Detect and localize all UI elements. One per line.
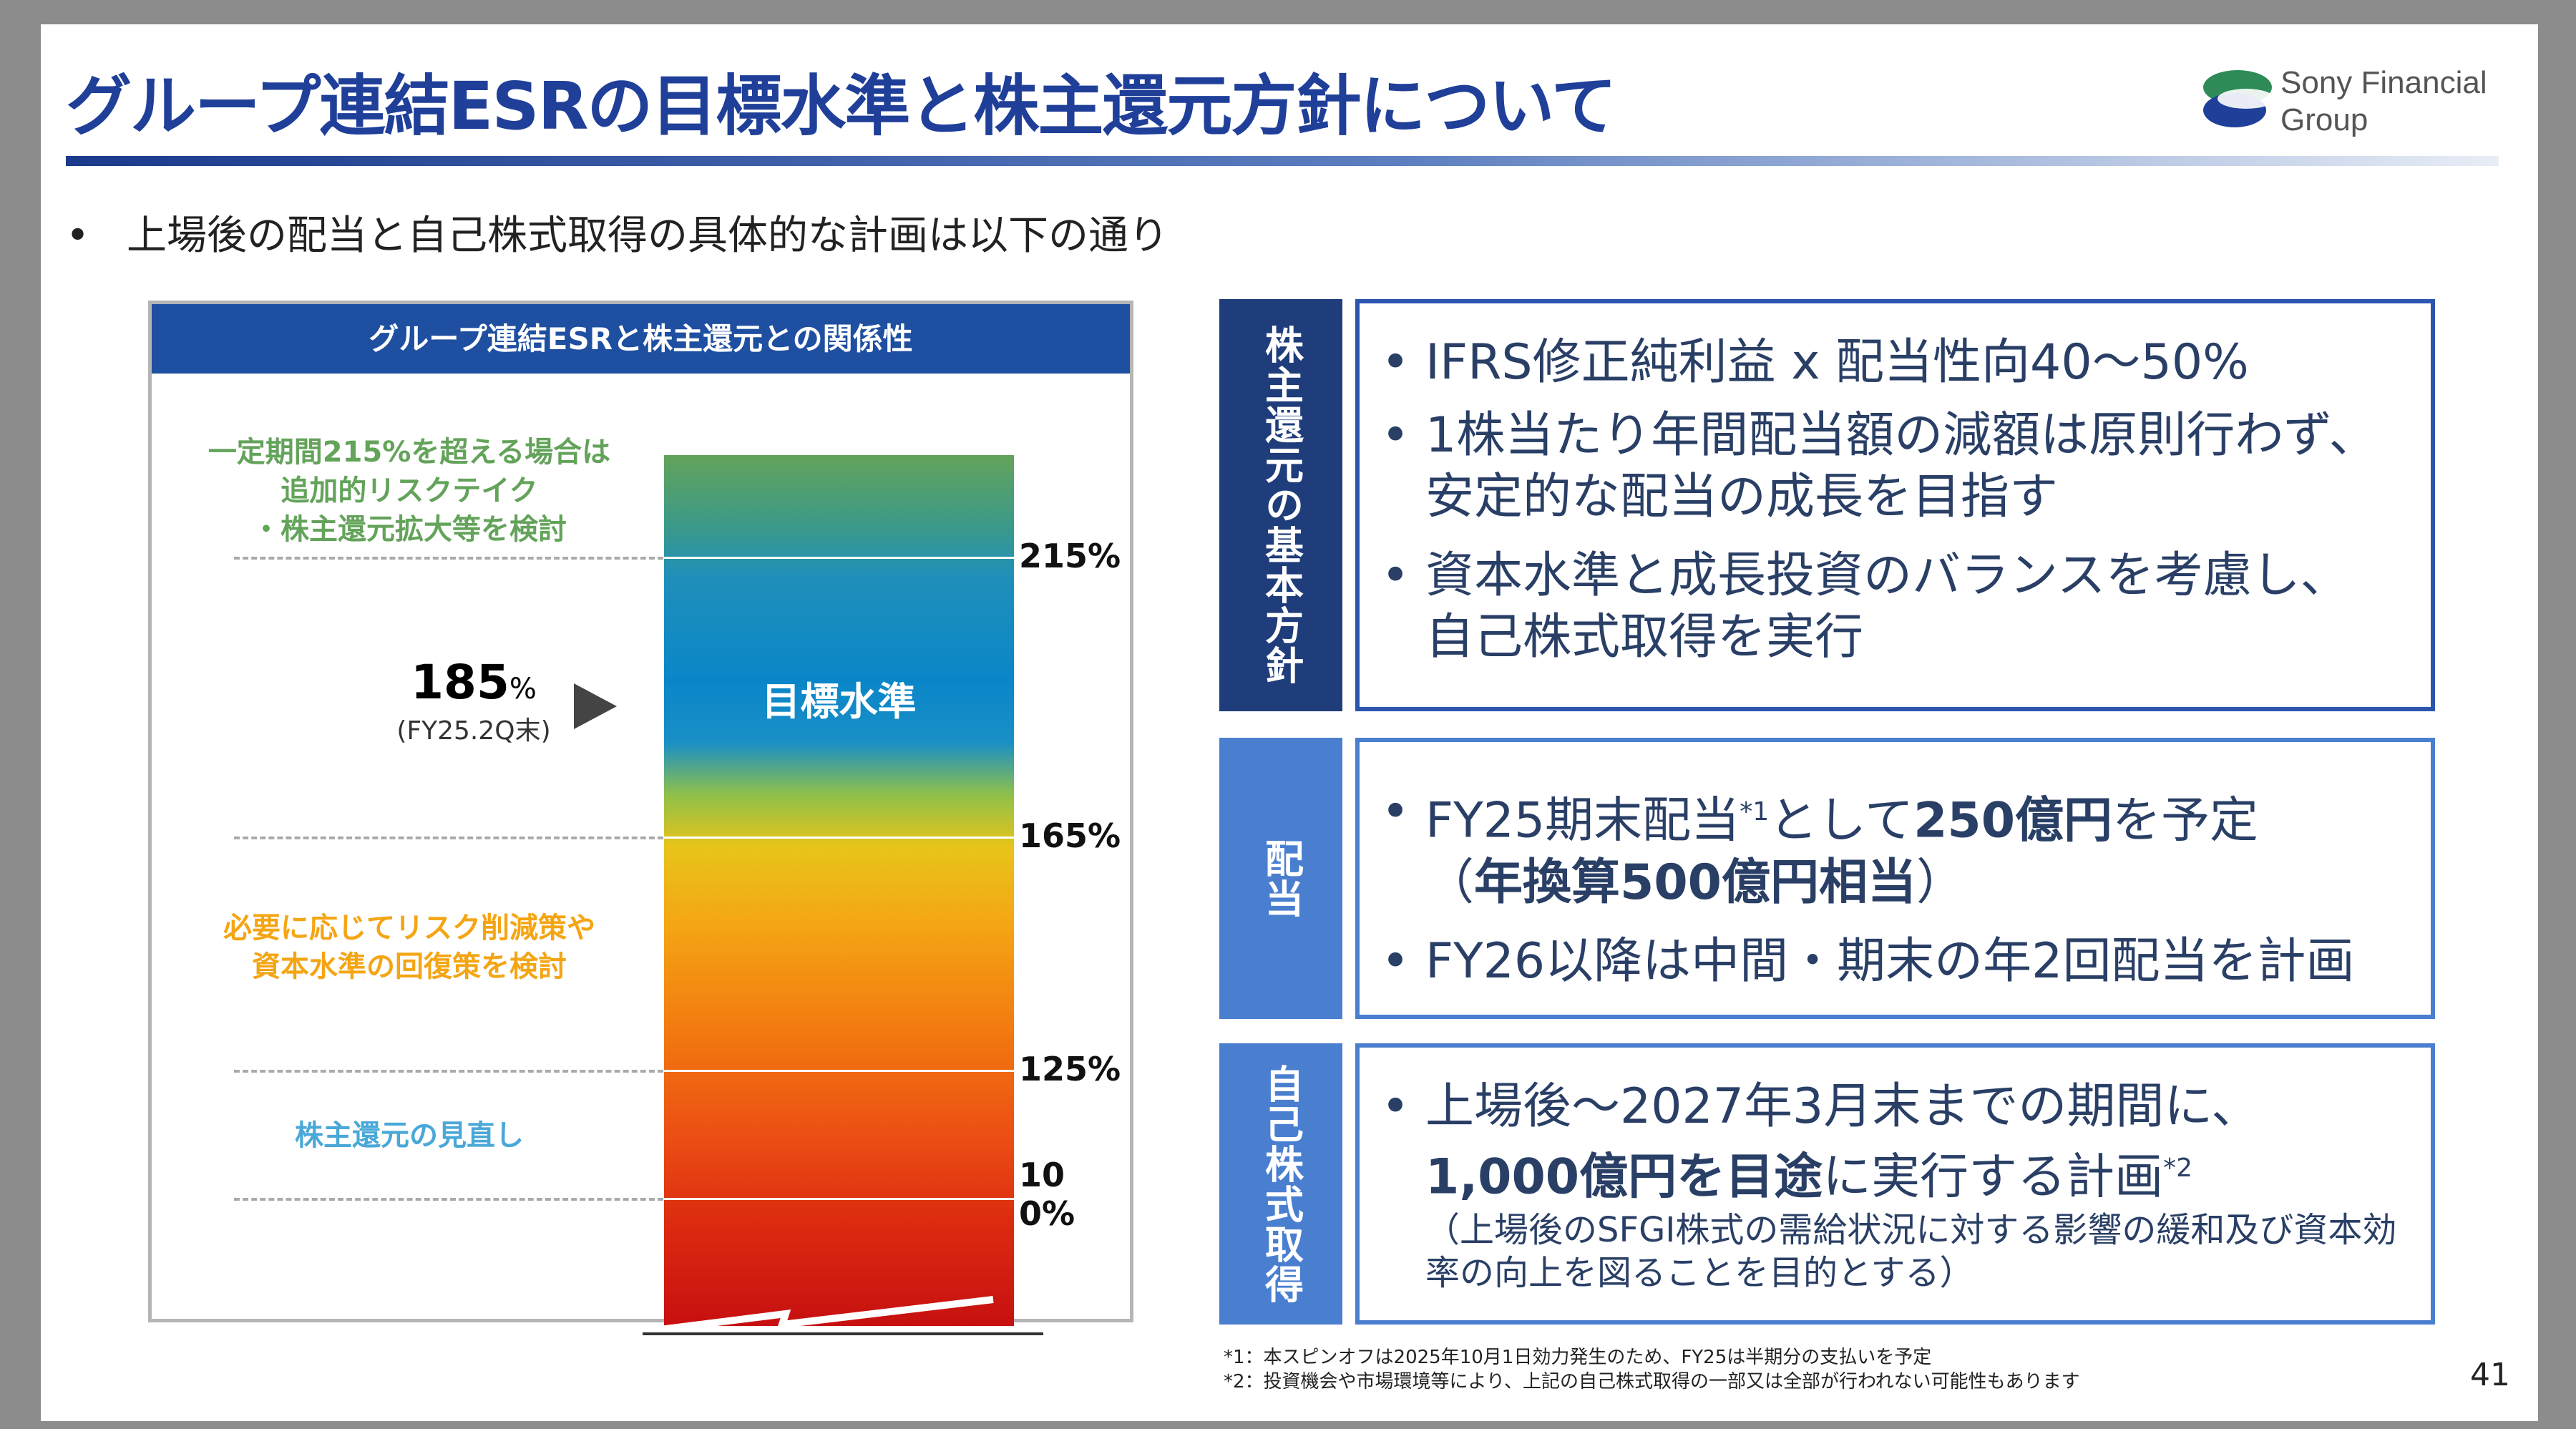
policy-line-2: 1株当たり年間配当額の減額は原則行わず、 — [1381, 405, 2409, 467]
tab-buyback: 自己株式取得 — [1219, 1043, 1342, 1325]
policy-line-1: IFRS修正純利益 x 配当性向40～50% — [1381, 332, 2409, 394]
dash-215 — [234, 557, 663, 560]
footnote-1: *1：本スピンオフは2025年10月1日効力発生のため、FY25は半期分の支払い… — [1224, 1347, 1932, 1368]
label-165: 165% — [1019, 816, 1121, 855]
dividend-box: FY25期末配当*1として250億円を予定 （年換算500億円相当） FY26以… — [1355, 738, 2435, 1019]
page-number: 41 — [2470, 1357, 2510, 1393]
label-125: 125% — [1019, 1050, 1121, 1088]
esr-gradient-bar: 目標水準 — [643, 455, 1043, 1335]
title-divider — [66, 156, 2499, 166]
slide: グループ連結ESRの目標水準と株主還元方針について Sony Financial… — [41, 24, 2538, 1421]
logo-text-1: Sony Financial — [2280, 65, 2487, 100]
buyback-note-2: 率の向上を図ることを目的とする） — [1425, 1252, 1974, 1293]
policy-line-4: 資本水準と成長投資のバランスを考慮し、 — [1381, 545, 2409, 607]
line-125 — [664, 1070, 1014, 1072]
line-100 — [664, 1198, 1014, 1200]
label-100: 100% — [1019, 1156, 1075, 1233]
logo-mark-icon — [2203, 70, 2275, 127]
buyback-line-1: 上場後～2027年3月末までの期間に、 — [1381, 1076, 2409, 1138]
current-esr: 185% (FY25.2Q末) — [396, 655, 551, 746]
esr-panel: グループ連結ESRと株主還元との関係性 目標水準 215% 165% 125% … — [148, 301, 1133, 1335]
pointer-arrow-icon — [574, 683, 617, 729]
footnote-2: *2：投資機会や市場環境等により、上記の自己株式取得の一部又は全部が行われない可… — [1224, 1371, 2080, 1393]
policy-line-5: 自己株式取得を実行 — [1425, 609, 1864, 665]
buyback-box: 上場後～2027年3月末までの期間に、 1,000億円を目途に実行する計画*2 … — [1355, 1043, 2435, 1325]
esr-panel-header: グループ連結ESRと株主還元との関係性 — [152, 304, 1130, 374]
dividend-line-2: （年換算500億円相当） — [1425, 854, 1965, 911]
line-165 — [664, 837, 1014, 839]
tab-basic-policy: 株主還元の基本方針 — [1219, 299, 1342, 711]
target-band-label: 目標水準 — [761, 679, 917, 724]
dash-165 — [234, 837, 663, 839]
logo-text-2: Group — [2280, 102, 2368, 137]
basic-policy-box: IFRS修正純利益 x 配当性向40～50% 1株当たり年間配当額の減額は原則行… — [1355, 299, 2435, 711]
sony-financial-logo: Sony Financial Group — [2202, 59, 2502, 145]
dash-125 — [234, 1070, 663, 1073]
page-title: グループ連結ESRの目標水準と株主還元方針について — [66, 68, 1617, 145]
policy-line-3: 安定的な配当の成長を目指す — [1425, 469, 2059, 525]
line-215 — [664, 557, 1014, 559]
buyback-note-1: （上場後のSFGI株式の需給状況に対する影響の緩和及び資本効 — [1425, 1209, 2397, 1250]
intro-bullet: • 上場後の配当と自己株式取得の具体的な計画は以下の通り — [66, 213, 1169, 259]
intro-text: 上場後の配当と自己株式取得の具体的な計画は以下の通り — [127, 213, 1169, 259]
dividend-line-3: FY26以降は中間・期末の年2回配当を計画 — [1381, 931, 2409, 993]
dash-100 — [234, 1198, 663, 1201]
dividend-line-1: FY25期末配当*1として250億円を予定 — [1381, 781, 2409, 852]
zone-mid-text: 必要に応じてリスク削減策や 資本水準の回復策を検討 — [223, 912, 595, 983]
tab-dividend: 配当 — [1219, 738, 1342, 1019]
label-215: 215% — [1019, 537, 1121, 575]
buyback-line-2: 1,000億円を目途に実行する計画*2 — [1425, 1148, 2193, 1206]
zone-top-text: 一定期間215%を超える場合は 追加的リスクテイク ・株主還元拡大等を検討 — [208, 436, 611, 546]
axis-break-icon — [643, 1296, 1043, 1335]
zone-low-text: 株主還元の見直し — [295, 1119, 524, 1152]
